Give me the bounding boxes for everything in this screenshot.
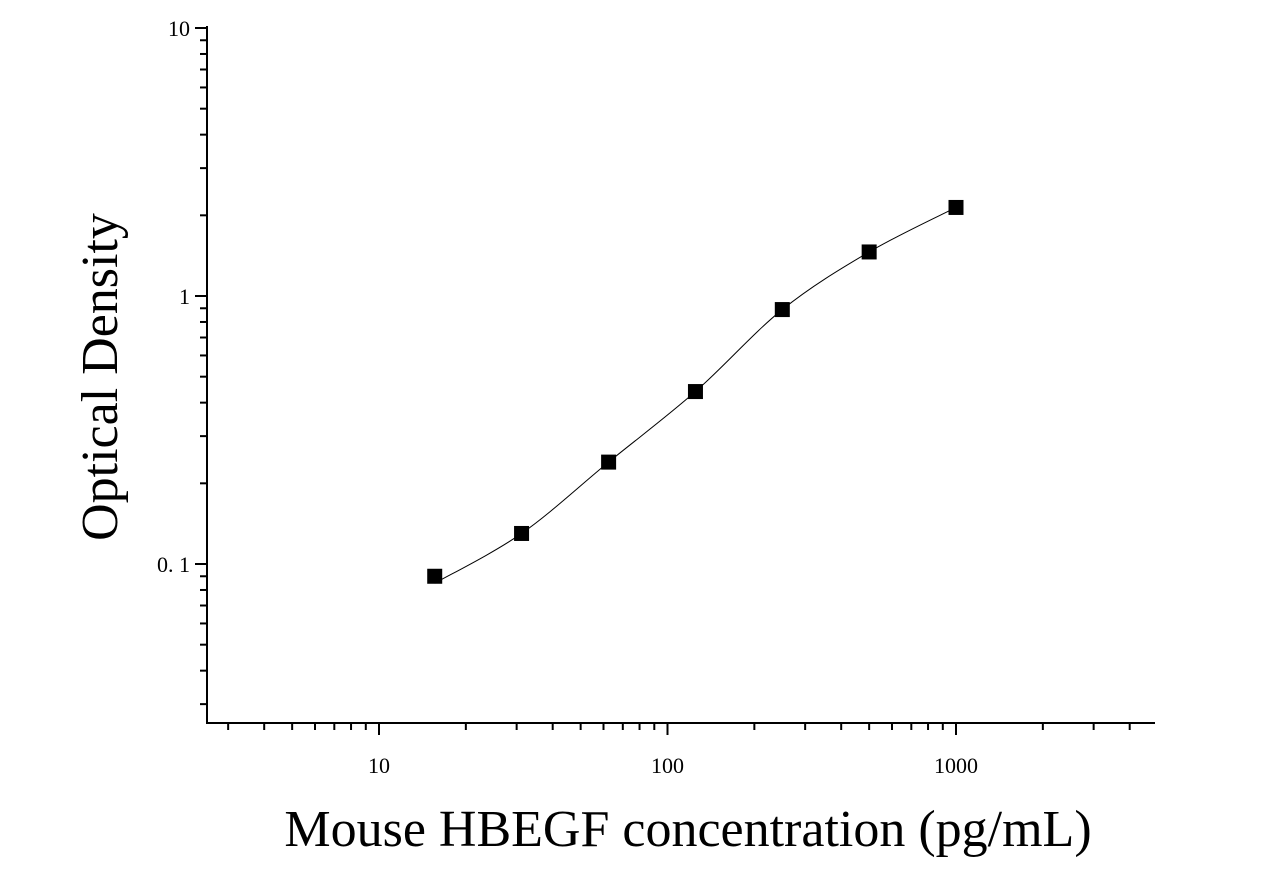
data-point (601, 454, 617, 470)
y-ticks (195, 27, 207, 706)
axes (206, 26, 1155, 724)
y-tick-label: 1 (179, 284, 190, 309)
data-point (514, 525, 530, 541)
y-tick-label: 10 (168, 16, 190, 41)
y-axis-title: Optical Density (72, 213, 129, 541)
y-tick-label: 0. 1 (157, 552, 190, 577)
data-point (774, 302, 790, 318)
x-tick-label: 100 (651, 753, 684, 778)
data-points (427, 199, 964, 584)
x-tick-labels: 10 100 1000 (368, 753, 978, 778)
x-tick-label: 10 (368, 753, 390, 778)
data-point (861, 244, 877, 260)
y-tick-labels: 0. 1 1 10 (157, 16, 190, 577)
data-point (687, 384, 703, 400)
x-ticks (227, 723, 1131, 735)
data-point (948, 199, 964, 215)
x-axis-title: Mouse HBEGF concentration (pg/mL) (284, 801, 1091, 858)
x-tick-label: 1000 (934, 753, 978, 778)
data-point (427, 568, 443, 584)
